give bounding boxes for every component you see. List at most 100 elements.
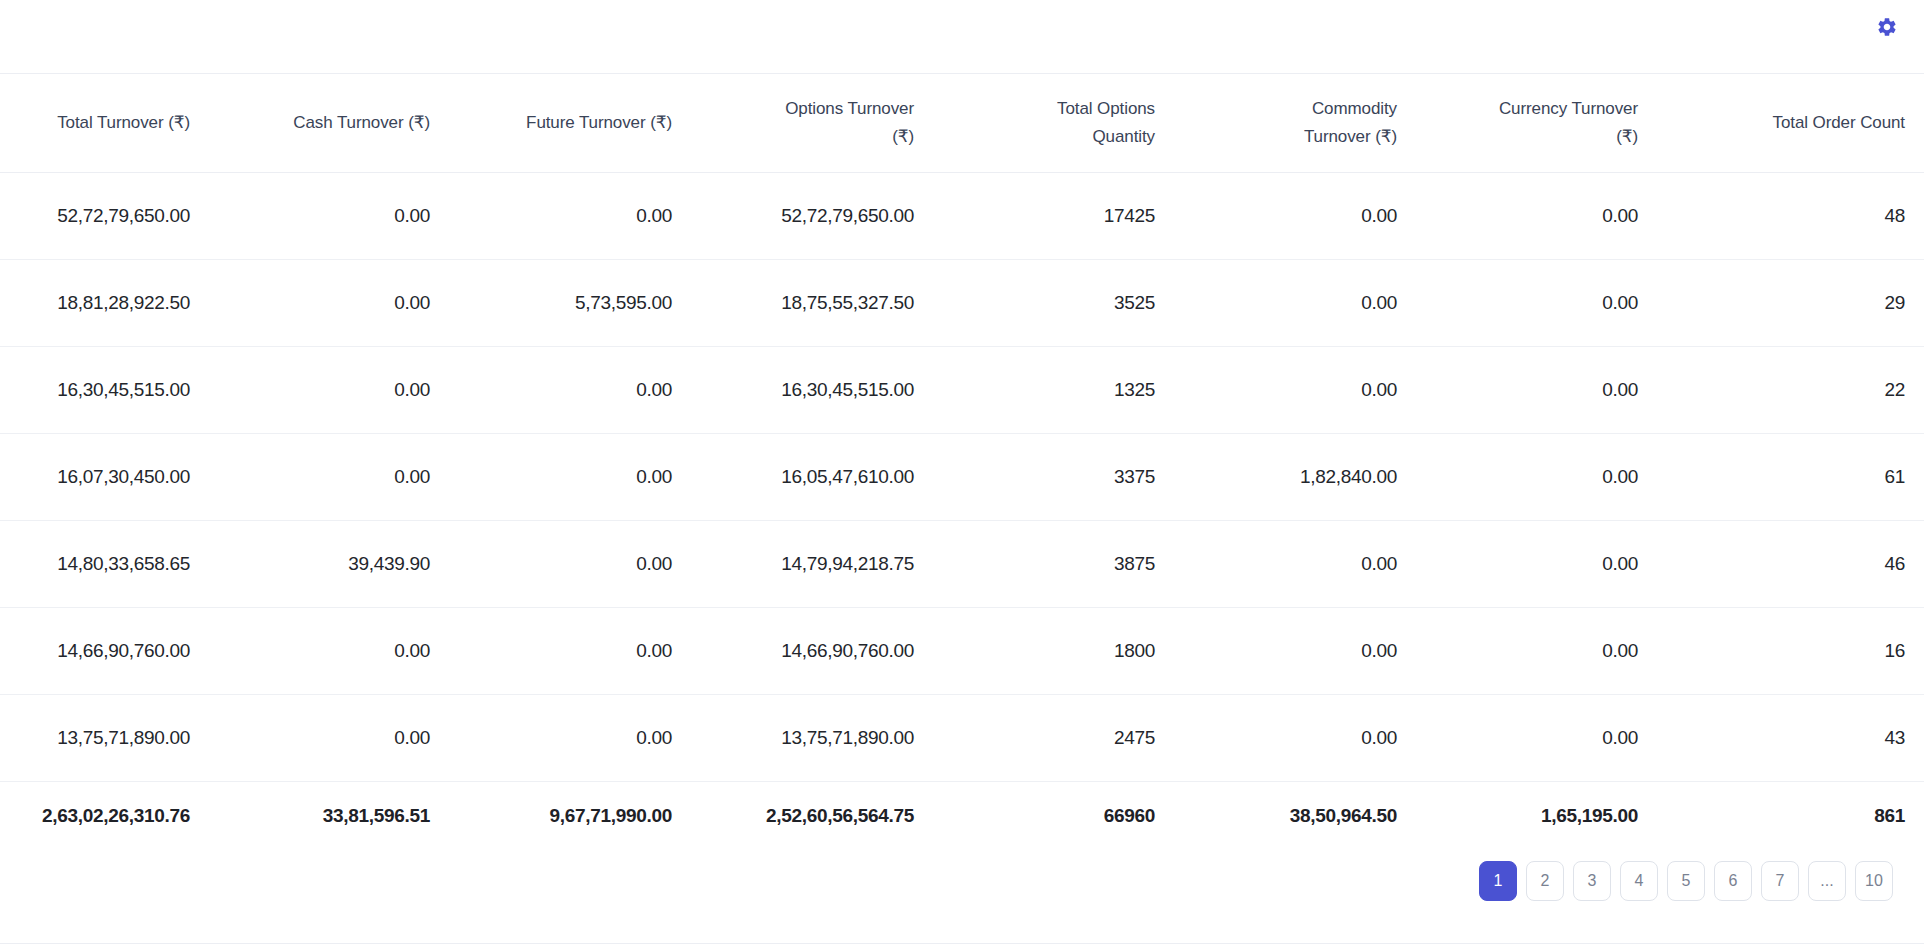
- col-header-label: Total Options Quantity: [1049, 95, 1155, 151]
- col-header-label: Options Turnover (₹): [778, 95, 914, 151]
- page-button-ellipsis[interactable]: ...: [1808, 861, 1846, 901]
- table-row: 18,81,28,922.500.005,73,595.0018,75,55,3…: [0, 259, 1924, 346]
- table-cell: 0.00: [450, 694, 692, 781]
- settings-button[interactable]: [1874, 14, 1900, 40]
- table-cell: 13,75,71,890.00: [692, 694, 934, 781]
- col-header-label: Total Turnover (₹): [57, 109, 190, 137]
- col-header-commodity-turnover: Commodity Turnover (₹): [1175, 74, 1417, 172]
- table-cell: 29: [1658, 259, 1924, 346]
- table-cell: 0.00: [210, 607, 450, 694]
- totals-cell: 66960: [934, 781, 1175, 851]
- table-cell: 2475: [934, 694, 1175, 781]
- table-cell: 0.00: [1417, 433, 1658, 520]
- col-header-total-turnover: Total Turnover (₹): [0, 74, 210, 172]
- table-cell: 0.00: [450, 433, 692, 520]
- table-cell: 0.00: [450, 346, 692, 433]
- col-header-label: Cash Turnover (₹): [293, 109, 430, 137]
- col-header-label: Total Order Count: [1773, 109, 1905, 137]
- table-cell: 46: [1658, 520, 1924, 607]
- pagination: 1 2 3 4 5 6 7 ... 10: [0, 851, 1924, 901]
- table-totals-row: 2,63,02,26,310.7633,81,596.519,67,71,990…: [0, 781, 1924, 851]
- table-cell: 16,05,47,610.00: [692, 433, 934, 520]
- turnover-table: Total Turnover (₹) Cash Turnover (₹) Fut…: [0, 74, 1924, 851]
- table-cell: 0.00: [210, 259, 450, 346]
- page-button-1[interactable]: 1: [1479, 861, 1517, 901]
- table-cell: 0.00: [1175, 520, 1417, 607]
- col-header-label: Currency Turnover (₹): [1488, 95, 1638, 151]
- table-cell: 43: [1658, 694, 1924, 781]
- table-cell: 17425: [934, 172, 1175, 259]
- table-row: 16,30,45,515.000.000.0016,30,45,515.0013…: [0, 346, 1924, 433]
- page-button-7[interactable]: 7: [1761, 861, 1799, 901]
- col-header-label: Future Turnover (₹): [526, 109, 672, 137]
- table-cell: 18,81,28,922.50: [0, 259, 210, 346]
- table-cell: 0.00: [210, 172, 450, 259]
- table-cell: 22: [1658, 346, 1924, 433]
- table-cell: 0.00: [450, 607, 692, 694]
- table-cell: 0.00: [1175, 259, 1417, 346]
- totals-cell: 33,81,596.51: [210, 781, 450, 851]
- table-cell: 0.00: [450, 172, 692, 259]
- page-button-4[interactable]: 4: [1620, 861, 1658, 901]
- top-toolbar: [0, 0, 1924, 74]
- table-row: 13,75,71,890.000.000.0013,75,71,890.0024…: [0, 694, 1924, 781]
- page-button-10[interactable]: 10: [1855, 861, 1893, 901]
- table-cell: 0.00: [1417, 259, 1658, 346]
- table-cell: 0.00: [1417, 520, 1658, 607]
- page-button-5[interactable]: 5: [1667, 861, 1705, 901]
- table-cell: 0.00: [1175, 346, 1417, 433]
- totals-cell: 2,63,02,26,310.76: [0, 781, 210, 851]
- turnover-report-page: Total Turnover (₹) Cash Turnover (₹) Fut…: [0, 0, 1924, 950]
- col-header-label: Commodity Turnover (₹): [1285, 95, 1397, 151]
- col-header-future-turnover: Future Turnover (₹): [450, 74, 692, 172]
- table-cell: 52,72,79,650.00: [692, 172, 934, 259]
- table-cell: 14,79,94,218.75: [692, 520, 934, 607]
- table-header-row: Total Turnover (₹) Cash Turnover (₹) Fut…: [0, 74, 1924, 172]
- gear-icon: [1876, 16, 1898, 38]
- table-cell: 0.00: [1175, 607, 1417, 694]
- table-cell: 1325: [934, 346, 1175, 433]
- table-cell: 0.00: [1417, 346, 1658, 433]
- totals-cell: 861: [1658, 781, 1924, 851]
- col-header-total-order-count: Total Order Count: [1658, 74, 1924, 172]
- table-row: 14,80,33,658.6539,439.900.0014,79,94,218…: [0, 520, 1924, 607]
- table-row: 52,72,79,650.000.000.0052,72,79,650.0017…: [0, 172, 1924, 259]
- totals-cell: 2,52,60,56,564.75: [692, 781, 934, 851]
- bottom-divider: [0, 943, 1924, 944]
- totals-cell: 9,67,71,990.00: [450, 781, 692, 851]
- table-cell: 52,72,79,650.00: [0, 172, 210, 259]
- table-cell: 0.00: [450, 520, 692, 607]
- table-cell: 0.00: [1417, 694, 1658, 781]
- table-cell: 0.00: [1417, 607, 1658, 694]
- table-cell: 0.00: [210, 433, 450, 520]
- table-cell: 16,07,30,450.00: [0, 433, 210, 520]
- table-cell: 0.00: [210, 694, 450, 781]
- table-cell: 16: [1658, 607, 1924, 694]
- table-cell: 16,30,45,515.00: [692, 346, 934, 433]
- col-header-total-options-quantity: Total Options Quantity: [934, 74, 1175, 172]
- col-header-options-turnover: Options Turnover (₹): [692, 74, 934, 172]
- col-header-currency-turnover: Currency Turnover (₹): [1417, 74, 1658, 172]
- page-button-2[interactable]: 2: [1526, 861, 1564, 901]
- table-cell: 3875: [934, 520, 1175, 607]
- table-cell: 1,82,840.00: [1175, 433, 1417, 520]
- page-button-3[interactable]: 3: [1573, 861, 1611, 901]
- table-cell: 39,439.90: [210, 520, 450, 607]
- table-cell: 16,30,45,515.00: [0, 346, 210, 433]
- col-header-cash-turnover: Cash Turnover (₹): [210, 74, 450, 172]
- table-cell: 0.00: [1417, 172, 1658, 259]
- totals-cell: 38,50,964.50: [1175, 781, 1417, 851]
- table-row: 14,66,90,760.000.000.0014,66,90,760.0018…: [0, 607, 1924, 694]
- page-button-6[interactable]: 6: [1714, 861, 1752, 901]
- table-cell: 14,66,90,760.00: [0, 607, 210, 694]
- table-row: 16,07,30,450.000.000.0016,05,47,610.0033…: [0, 433, 1924, 520]
- table-cell: 18,75,55,327.50: [692, 259, 934, 346]
- table-cell: 14,80,33,658.65: [0, 520, 210, 607]
- table-cell: 3525: [934, 259, 1175, 346]
- table-cell: 14,66,90,760.00: [692, 607, 934, 694]
- totals-cell: 1,65,195.00: [1417, 781, 1658, 851]
- table-cell: 3375: [934, 433, 1175, 520]
- table-cell: 5,73,595.00: [450, 259, 692, 346]
- table-cell: 0.00: [1175, 694, 1417, 781]
- table-cell: 0.00: [210, 346, 450, 433]
